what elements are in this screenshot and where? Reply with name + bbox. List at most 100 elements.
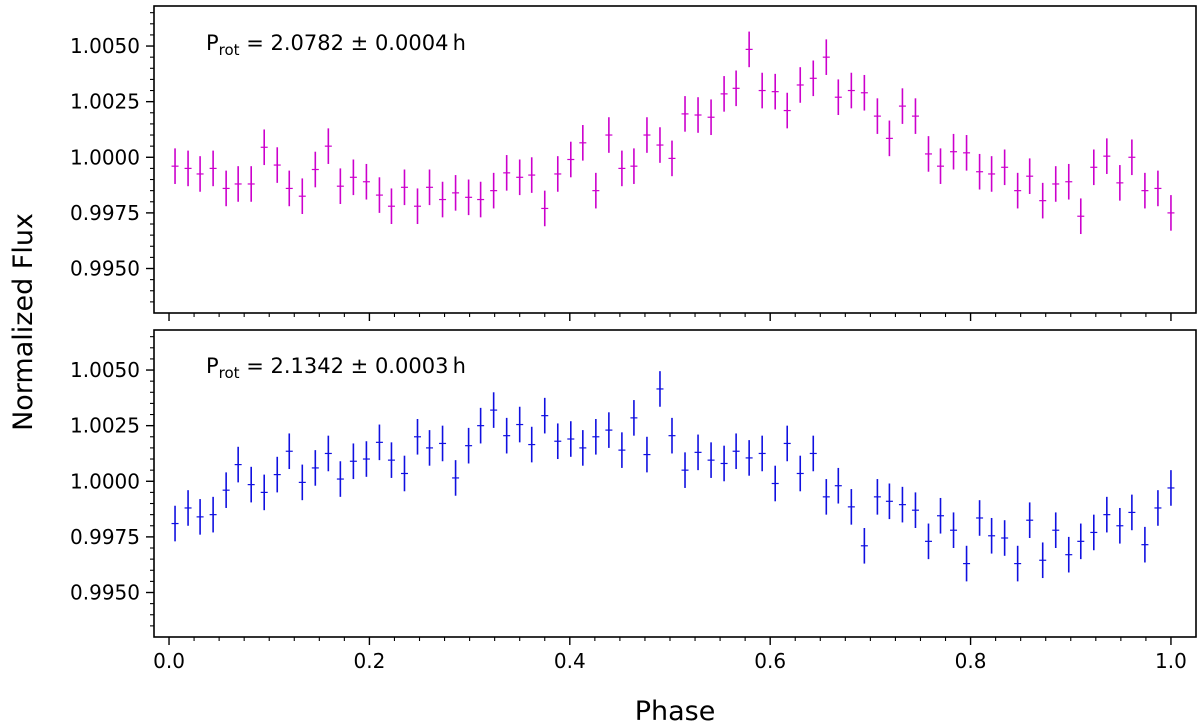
bottom-x-tick-label: 1.0 <box>1155 649 1187 673</box>
top-data-point <box>873 98 881 134</box>
top-annotation-prefix: P <box>206 31 219 55</box>
bottom-data-point <box>477 407 485 444</box>
top-data-point <box>1052 166 1060 202</box>
top-data-point <box>196 156 204 192</box>
top-data-point <box>400 169 408 206</box>
bottom-data-point <box>311 450 319 486</box>
top-data-point <box>298 178 306 215</box>
bottom-data-point <box>592 418 600 455</box>
top-data-point <box>898 88 906 124</box>
bottom-panel-y-ticks: 0.9950 0.9975 1.0000 1.0025 1.0050 <box>70 336 154 627</box>
bottom-data-point <box>1014 545 1022 582</box>
bottom-data-point <box>1052 512 1060 549</box>
bottom-data-point <box>630 400 638 436</box>
top-data-point <box>414 188 422 225</box>
top-data-point <box>184 150 192 187</box>
bottom-data-point <box>273 456 281 493</box>
bottom-panel-annotation: Prot = 2.1342 ± 0.0003 h <box>206 354 466 382</box>
top-data-point <box>758 72 766 109</box>
bottom-data-point <box>209 496 217 533</box>
bottom-data-point <box>1141 526 1149 563</box>
bottom-data-point <box>988 517 996 554</box>
top-panel-x-ticks <box>168 313 1172 321</box>
bottom-data-point <box>605 412 613 448</box>
top-data-point <box>847 72 855 109</box>
top-data-point <box>592 172 600 209</box>
bottom-data-point <box>873 479 881 515</box>
top-data-point <box>1001 149 1009 186</box>
top-data-point <box>1090 149 1098 186</box>
top-data-point <box>439 181 447 218</box>
bottom-data-point <box>1116 507 1124 544</box>
top-data-point <box>1026 158 1034 194</box>
top-data-point <box>311 151 319 188</box>
top-data-point <box>809 60 817 97</box>
top-panel-marks <box>171 31 1175 235</box>
bottom-data-point <box>362 441 370 477</box>
bottom-data-point <box>937 497 945 534</box>
top-data-point <box>630 148 638 184</box>
bottom-data-point <box>490 392 498 428</box>
bottom-data-point <box>554 423 562 460</box>
bottom-data-point <box>1039 542 1047 579</box>
bottom-data-point <box>184 490 192 526</box>
top-data-point <box>924 136 932 172</box>
bottom-x-tick-label: 0.6 <box>754 649 786 673</box>
bottom-y-tick-label: 0.9950 <box>70 581 140 605</box>
top-data-point <box>477 181 485 218</box>
bottom-data-point <box>579 430 587 466</box>
bottom-data-point <box>196 499 204 535</box>
bottom-data-point <box>375 424 383 461</box>
y-axis-label: Normalized Flux <box>8 213 39 431</box>
top-y-tick-label: 1.0050 <box>70 34 140 58</box>
bottom-x-tick-label: 0.8 <box>955 649 987 673</box>
bottom-y-tick-label: 0.9975 <box>70 525 140 549</box>
bottom-data-point <box>400 455 408 492</box>
top-data-point <box>1039 182 1047 219</box>
bottom-data-point <box>834 467 842 504</box>
top-data-point <box>375 177 383 213</box>
top-y-tick-label: 1.0025 <box>70 90 140 114</box>
x-axis-label: Phase <box>635 696 716 726</box>
bottom-data-point <box>694 434 702 471</box>
bottom-data-point <box>222 472 230 508</box>
top-data-point <box>452 175 460 211</box>
top-y-tick-label: 0.9950 <box>70 257 140 281</box>
bottom-data-point <box>247 466 255 503</box>
bottom-data-point <box>732 433 740 470</box>
bottom-x-tick-label: 0.4 <box>554 649 586 673</box>
top-annotation-text: = 2.0782 ± 0.0004 h <box>240 31 466 55</box>
top-data-point <box>1128 139 1136 176</box>
top-data-point <box>618 150 626 187</box>
bottom-data-point <box>260 474 268 511</box>
top-data-point <box>783 92 791 129</box>
top-data-point <box>516 159 524 196</box>
bottom-data-point <box>860 527 868 564</box>
bottom-data-point <box>171 505 179 542</box>
bottom-data-point <box>516 406 524 443</box>
top-annotation-subscript: rot <box>219 41 240 59</box>
top-data-point <box>234 166 242 202</box>
bottom-data-point <box>1154 490 1162 526</box>
top-data-point <box>643 117 651 153</box>
top-data-point <box>222 170 230 207</box>
bottom-data-point <box>924 523 932 560</box>
bottom-data-point <box>898 486 906 523</box>
bottom-panel-frame <box>153 329 1197 638</box>
bottom-data-point <box>234 446 242 483</box>
top-data-point <box>209 150 217 187</box>
bottom-data-point <box>426 430 434 466</box>
bottom-data-point <box>465 427 473 464</box>
bottom-y-tick-label: 1.0025 <box>70 414 140 438</box>
bottom-data-point <box>439 425 447 462</box>
top-data-point <box>324 128 332 164</box>
bottom-data-point <box>668 417 676 454</box>
top-data-point <box>694 97 702 133</box>
top-data-point <box>937 148 945 184</box>
top-data-point <box>950 133 958 170</box>
top-panel-frame <box>153 5 1197 314</box>
top-data-point <box>247 166 255 202</box>
top-data-point <box>976 153 984 190</box>
top-data-point <box>260 129 268 166</box>
bottom-data-point <box>707 442 715 478</box>
